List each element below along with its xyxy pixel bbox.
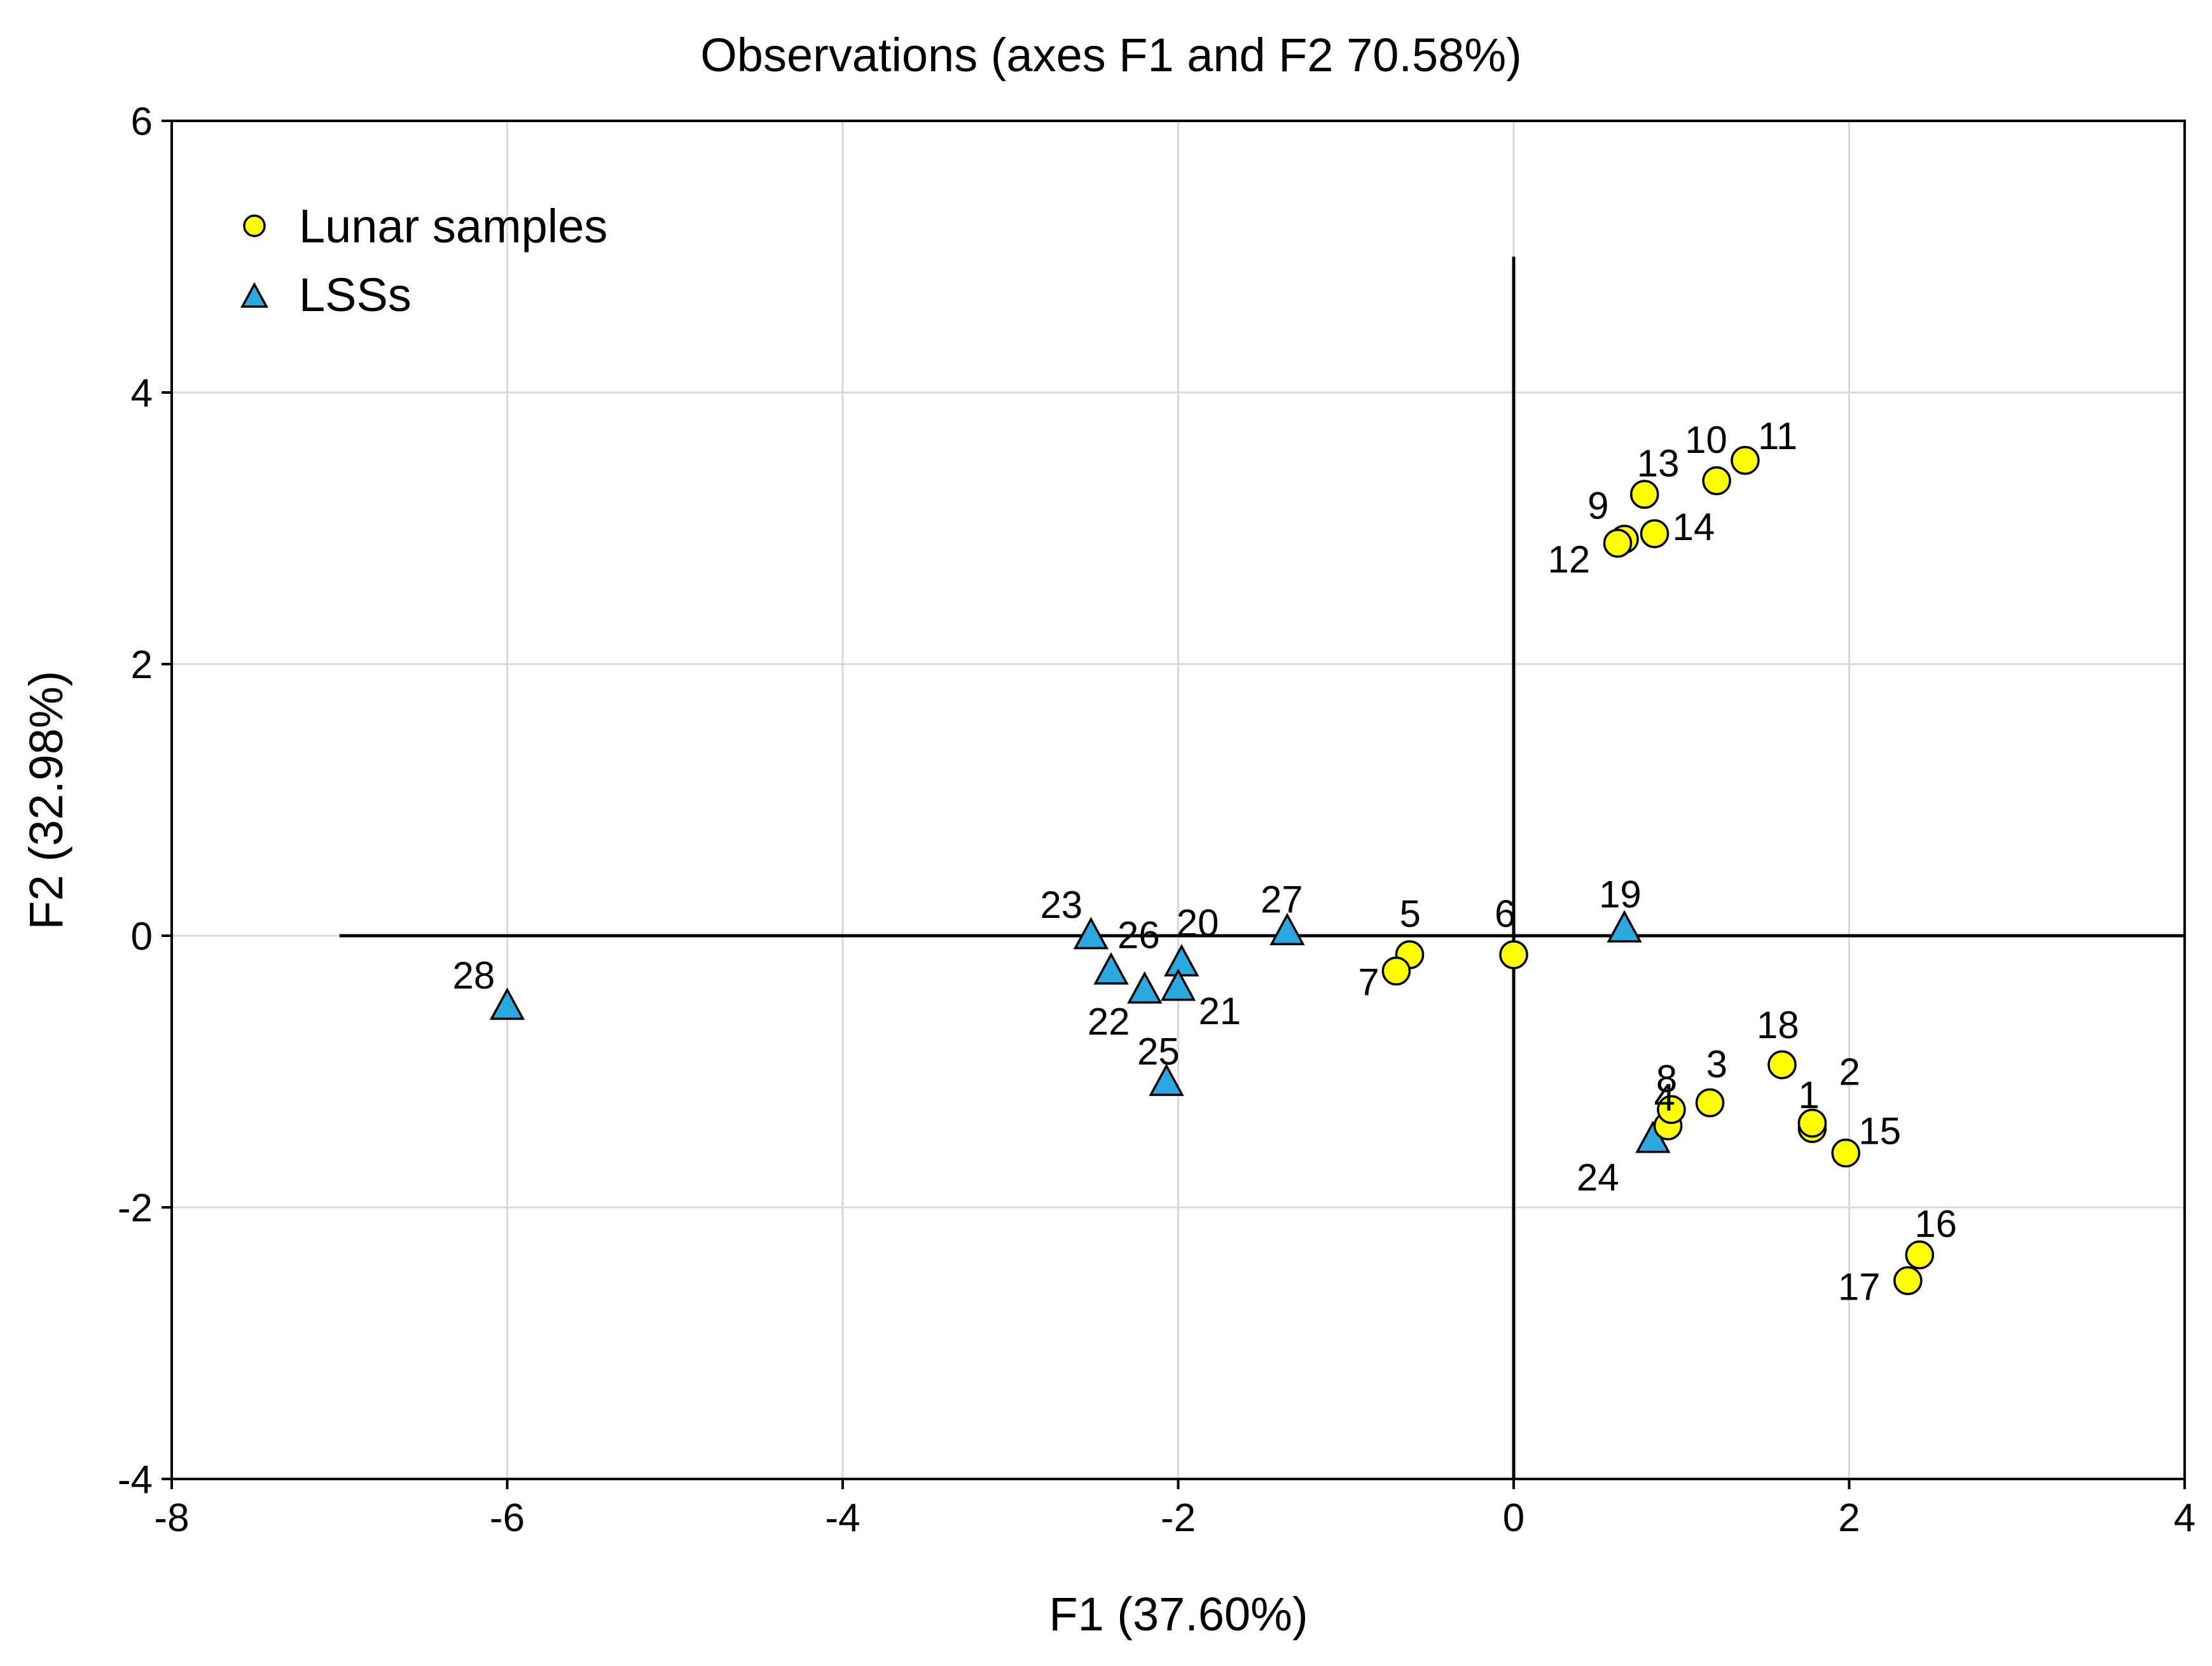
lunar-sample-point <box>1381 956 1411 986</box>
lunar-sample-point <box>1629 480 1659 509</box>
point-label: 19 <box>1599 873 1642 915</box>
x-tick-label: 0 <box>1503 1496 1524 1540</box>
lss-point <box>489 987 525 1020</box>
lunar-sample-point <box>1831 1138 1860 1168</box>
lss-point <box>1607 910 1642 943</box>
point-label: 20 <box>1177 902 1219 945</box>
y-tick-label: -4 <box>118 1458 153 1502</box>
point-label: 12 <box>1548 538 1591 581</box>
point-label: 27 <box>1261 878 1303 921</box>
reference-lines <box>339 256 2185 1479</box>
data-points <box>489 446 1935 1296</box>
lunar-sample-point <box>1702 466 1731 496</box>
y-tick-label: 2 <box>131 643 153 687</box>
point-label: 16 <box>1914 1203 1957 1246</box>
point-label: 1 <box>1798 1074 1819 1116</box>
point-label: 25 <box>1137 1031 1180 1073</box>
point-label: 6 <box>1495 892 1516 935</box>
lunar-sample-point <box>1767 1050 1797 1079</box>
x-axis-label: F1 (37.60%) <box>1049 1588 1308 1641</box>
lunar-sample-point <box>1797 1108 1827 1138</box>
lunar-sample-point <box>1603 529 1633 558</box>
lunar-sample-point <box>1905 1240 1935 1270</box>
y-tick-label: -2 <box>118 1186 153 1230</box>
y-tick-label: 6 <box>131 100 153 144</box>
x-tick-label: -4 <box>825 1496 860 1540</box>
point-label: 8 <box>1656 1057 1677 1100</box>
x-tick-label: -6 <box>490 1496 525 1540</box>
point-label: 18 <box>1757 1004 1799 1046</box>
legend-entry-lss: LSSs <box>299 268 411 321</box>
point-label: 23 <box>1040 884 1082 926</box>
point-label: 4 <box>1654 1076 1675 1119</box>
y-tick-label: 4 <box>131 371 153 415</box>
x-tick-label: 2 <box>1838 1496 1860 1540</box>
lss-point <box>1073 917 1109 950</box>
legend-entry-lunar: Lunar samples <box>299 200 607 253</box>
y-tick-label: 0 <box>131 915 153 959</box>
lss-point <box>1164 944 1199 976</box>
point-label: 21 <box>1199 990 1241 1032</box>
lss-point <box>1093 952 1129 985</box>
x-tick-label: -8 <box>154 1496 189 1540</box>
legend-lunar-marker <box>243 214 266 237</box>
lunar-sample-point <box>1893 1266 1923 1296</box>
lss-point <box>1149 1063 1184 1096</box>
lunar-sample-point <box>1731 446 1760 475</box>
legend-lss-marker <box>240 282 268 308</box>
point-label: 9 <box>1587 485 1608 527</box>
legend: Lunar samples LSSs <box>240 200 607 321</box>
point-label: 22 <box>1088 1000 1130 1043</box>
point-label: 14 <box>1673 506 1715 548</box>
point-label: 5 <box>1399 892 1420 935</box>
lunar-sample-point <box>1695 1088 1725 1118</box>
point-label: 2 <box>1839 1051 1860 1093</box>
point-label: 17 <box>1838 1265 1881 1308</box>
y-axis-label: F2 (32.98%) <box>20 670 73 929</box>
lss-point <box>1160 968 1196 1001</box>
lss-point <box>1127 971 1163 1004</box>
lunar-sample-point <box>1640 519 1669 548</box>
point-label: 13 <box>1637 442 1680 485</box>
x-tick-label: 4 <box>2174 1496 2195 1540</box>
chart-title: Observations (axes F1 and F2 70.58%) <box>700 29 1522 81</box>
point-label: 15 <box>1858 1110 1901 1153</box>
lss-point <box>1269 912 1305 945</box>
point-label: 26 <box>1117 914 1160 957</box>
point-label: 7 <box>1358 961 1379 1004</box>
point-label: 3 <box>1706 1043 1727 1086</box>
lunar-sample-point <box>1499 940 1528 969</box>
point-label: 11 <box>1758 415 1797 457</box>
lunar-sample-point <box>1657 1095 1686 1125</box>
x-tick-label: -2 <box>1161 1496 1196 1540</box>
point-label: 28 <box>453 954 495 997</box>
grid <box>170 120 2186 1480</box>
point-label: 24 <box>1577 1156 1619 1198</box>
point-label: 10 <box>1685 419 1727 461</box>
